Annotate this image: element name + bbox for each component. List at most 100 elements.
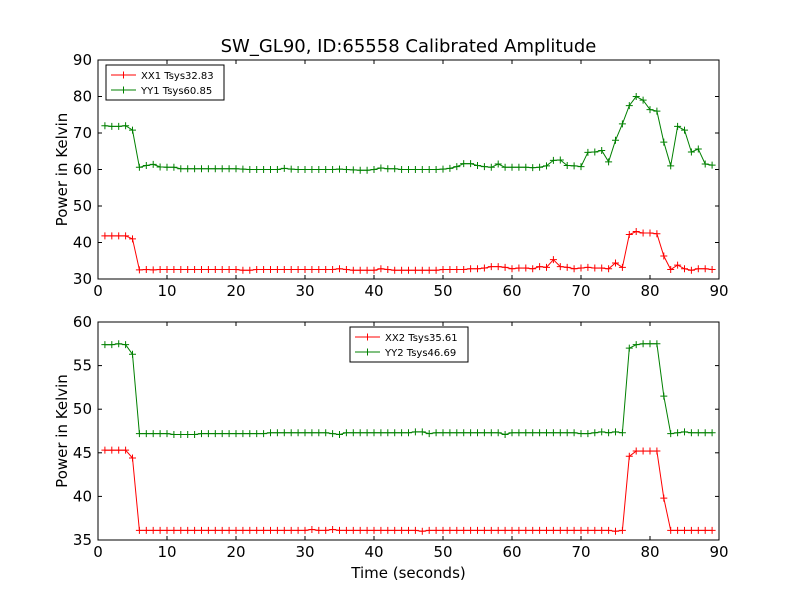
data-point-1-1-44 (405, 429, 412, 437)
data-point-1-0-16 (211, 526, 219, 534)
x-tick-label-1-1: 10 (157, 543, 176, 561)
data-point-0-1-65 (549, 156, 557, 164)
data-point-0-0-11 (177, 266, 185, 274)
data-point-0-0-71 (591, 264, 599, 272)
data-point-1-0-6 (142, 526, 150, 534)
data-point-0-0-61 (522, 264, 530, 272)
data-point-1-0-80 (653, 447, 661, 455)
data-point-1-0-71 (591, 526, 599, 534)
data-point-1-0-4 (129, 454, 136, 462)
data-point-0-1-77 (632, 93, 640, 100)
data-point-0-0-47 (425, 266, 433, 274)
data-point-0-0-31 (315, 266, 323, 274)
data-point-0-1-57 (494, 160, 502, 168)
data-point-1-1-15 (204, 430, 212, 438)
data-point-1-0-87 (701, 526, 709, 534)
data-point-0-1-74 (612, 136, 619, 144)
data-point-1-0-79 (646, 447, 654, 455)
x-tick-label-1-6: 60 (502, 543, 521, 561)
data-point-1-0-47 (425, 526, 433, 534)
y-axis-label-0: Power in Kelvin (53, 113, 71, 227)
data-point-0-0-49 (439, 266, 447, 274)
data-point-0-0-70 (584, 263, 592, 271)
data-point-0-1-86 (694, 145, 702, 153)
data-point-1-1-36 (349, 429, 357, 437)
legend-0: XX1 Tsys32.83 YY1 Tsys60.85 (105, 64, 225, 101)
data-point-1-1-28 (294, 429, 302, 437)
data-point-0-1-27 (287, 165, 295, 173)
data-point-1-0-33 (329, 526, 337, 534)
data-point-0-0-75 (618, 263, 626, 271)
data-point-0-1-46 (418, 166, 426, 173)
data-point-1-0-55 (480, 526, 488, 534)
data-point-0-1-35 (342, 166, 350, 173)
data-point-1-0-73 (605, 526, 613, 534)
data-point-1-0-41 (384, 526, 392, 534)
data-point-0-1-82 (667, 162, 675, 170)
data-point-1-1-27 (287, 429, 295, 437)
data-point-0-1-85 (687, 148, 695, 156)
data-point-1-0-36 (349, 526, 357, 534)
x-tick-label-0-2: 20 (226, 282, 245, 300)
data-point-0-0-81 (660, 252, 668, 260)
data-point-0-0-10 (170, 266, 178, 274)
data-point-1-0-68 (570, 526, 578, 534)
data-point-0-0-16 (211, 266, 219, 274)
data-point-0-1-47 (425, 166, 433, 173)
data-point-0-0-14 (198, 266, 205, 274)
x-tick-label-0-7: 70 (571, 282, 590, 300)
data-point-0-1-18 (225, 165, 233, 173)
data-point-0-0-7 (149, 266, 157, 274)
data-point-1-1-25 (273, 429, 281, 437)
data-point-0-0-76 (625, 230, 633, 238)
data-point-1-1-77 (632, 341, 640, 349)
data-point-0-1-75 (618, 120, 626, 128)
data-point-0-1-11 (177, 165, 185, 173)
data-point-1-0-69 (577, 526, 585, 534)
data-point-0-0-33 (329, 266, 337, 274)
data-point-0-0-55 (480, 264, 488, 272)
data-point-0-0-66 (556, 263, 564, 271)
x-tick-label-0-4: 40 (364, 282, 383, 300)
data-point-1-0-7 (149, 526, 157, 534)
data-point-1-1-62 (529, 429, 537, 437)
data-point-1-1-86 (694, 429, 702, 437)
data-point-1-1-18 (225, 430, 233, 438)
x-tick-label-1-2: 20 (226, 543, 245, 561)
x-tick-label-0-8: 80 (640, 282, 659, 300)
data-point-0-0-44 (405, 266, 412, 274)
data-point-0-0-59 (508, 265, 516, 273)
data-point-0-0-41 (384, 266, 392, 274)
data-point-0-0-20 (239, 266, 247, 274)
data-point-0-1-56 (487, 163, 495, 171)
data-point-1-0-83 (674, 526, 682, 534)
data-point-0-0-34 (336, 265, 343, 273)
data-point-1-1-35 (342, 429, 350, 437)
data-point-0-1-42 (391, 165, 399, 173)
data-point-0-1-29 (301, 166, 309, 173)
data-point-1-1-12 (184, 430, 192, 438)
data-point-0-1-72 (598, 147, 606, 155)
data-point-0-1-15 (204, 165, 212, 173)
bottom-chart-panel: 0 10 20 30 40 50 60 70 80 90 35 40 45 50 55 60 Power in … (53, 313, 729, 582)
data-point-1-0-43 (398, 526, 406, 534)
data-point-1-1-13 (191, 430, 199, 438)
data-point-0-1-62 (529, 164, 537, 172)
data-point-1-0-74 (612, 527, 619, 535)
data-point-1-1-57 (494, 429, 502, 437)
x-tick-label-1-8: 80 (640, 543, 659, 561)
data-point-0-0-17 (218, 266, 226, 274)
data-point-1-0-20 (239, 526, 247, 534)
data-point-1-1-87 (701, 429, 709, 437)
y-tick-label-1-1: 40 (73, 487, 92, 505)
y-tick-label-0-1: 40 (73, 234, 92, 252)
data-point-0-0-53 (467, 265, 475, 273)
data-point-1-0-40 (377, 526, 385, 534)
data-point-0-1-31 (315, 166, 323, 173)
data-point-0-0-22 (253, 266, 261, 274)
data-point-0-1-24 (267, 166, 274, 173)
data-point-1-1-73 (605, 429, 613, 437)
data-point-1-1-58 (501, 430, 509, 438)
data-point-1-0-81 (660, 494, 668, 502)
data-point-1-1-76 (625, 344, 633, 352)
